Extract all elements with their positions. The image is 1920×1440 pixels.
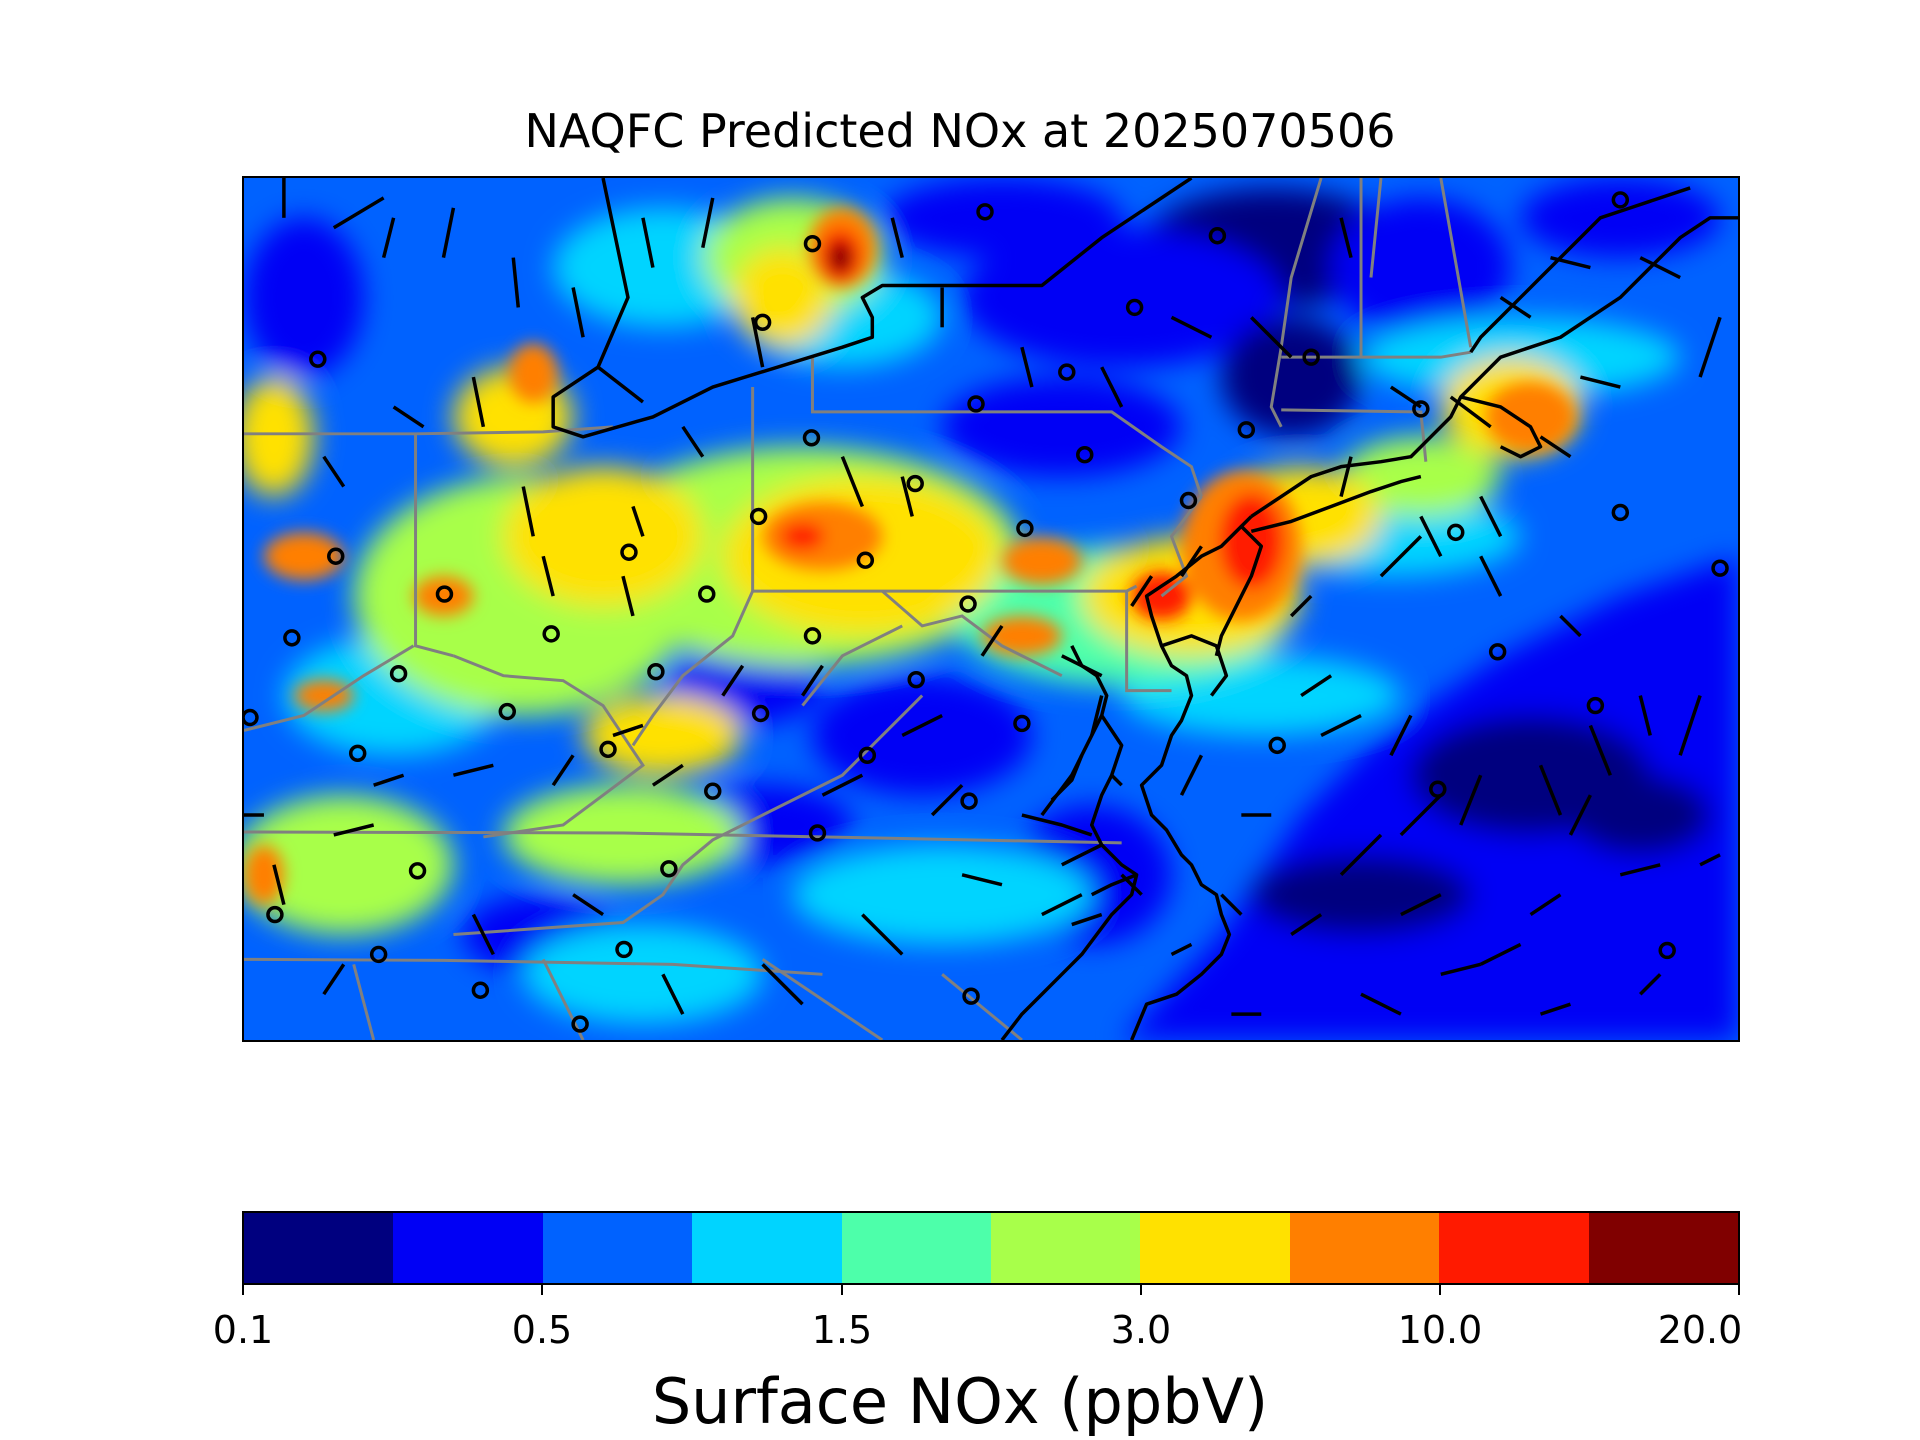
colorbar-bin-4 — [841, 1213, 992, 1283]
calm-wind-circles — [244, 191, 1729, 1033]
colorbar-tick — [541, 1285, 543, 1295]
colorbar-tick — [1140, 1285, 1142, 1295]
nox-concentration-field — [244, 178, 1738, 1040]
colorbar-bin-3 — [692, 1213, 842, 1283]
colorbar-bin-8 — [1439, 1213, 1589, 1283]
colorbar-label: Surface NOx (ppbV) — [651, 1365, 1269, 1438]
chart-title: NAQFC Predicted NOx at 2025070506 — [524, 104, 1396, 158]
colorbar-bin-7 — [1289, 1213, 1440, 1283]
colorbar-tick — [841, 1285, 843, 1295]
colorbar — [242, 1211, 1740, 1285]
map-panel — [242, 176, 1740, 1042]
colorbar-tick-label: 1.5 — [811, 1308, 873, 1352]
colorbar-bin-5 — [991, 1213, 1141, 1283]
wind-barbs — [244, 178, 1722, 1016]
coastlines-and-border — [551, 178, 1738, 1040]
colorbar-bin-6 — [1140, 1213, 1290, 1283]
state-boundaries — [244, 178, 1473, 1040]
colorbar-tick — [1738, 1285, 1740, 1295]
colorbar-tick-label: 0.1 — [212, 1308, 274, 1352]
colorbar-tick — [1439, 1285, 1441, 1295]
nox-map — [244, 178, 1738, 1040]
colorbar-tick-label: 3.0 — [1110, 1308, 1172, 1352]
colorbar-bin-1 — [393, 1213, 543, 1283]
colorbar-tick — [242, 1285, 244, 1295]
colorbar-bin-9 — [1588, 1213, 1739, 1283]
colorbar-bin-0 — [244, 1213, 394, 1283]
colorbar-bin-2 — [542, 1213, 693, 1283]
colorbar-tick-label: 20.0 — [1657, 1308, 1743, 1352]
colorbar-tick-label: 10.0 — [1397, 1308, 1483, 1352]
colorbar-tick-label: 0.5 — [511, 1308, 573, 1352]
